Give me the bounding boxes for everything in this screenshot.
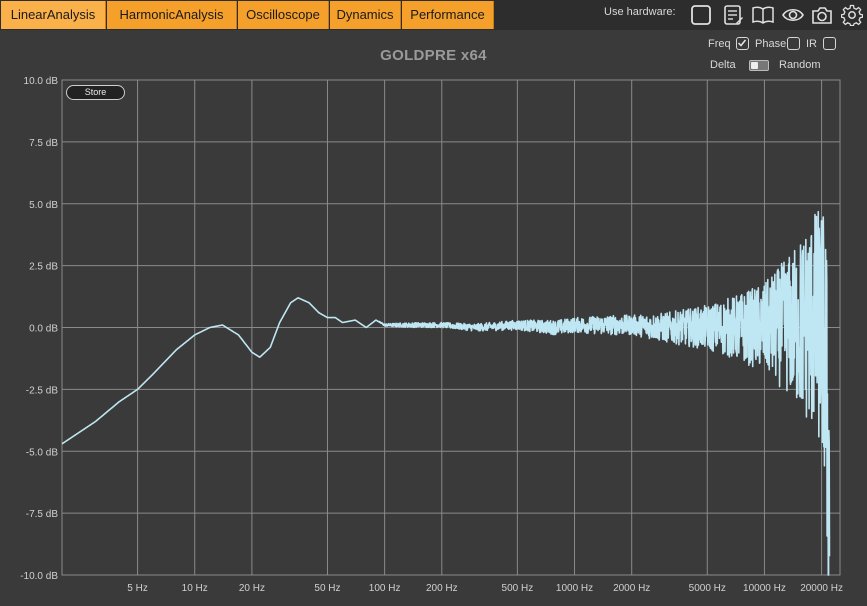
ir-label: IR [806,38,817,50]
x-tick-label: 10 Hz [182,583,208,594]
x-tick-label: 5 Hz [127,583,148,594]
tab-harmonicanalysis[interactable]: HarmonicAnalysis [107,1,237,29]
delta-random-toggle[interactable] [749,60,769,71]
x-tick-label: 200 Hz [426,583,458,594]
x-tick-label: 1000 Hz [556,583,593,594]
y-tick-label: 10.0 dB [24,76,59,87]
y-tick-label: -7.5 dB [26,509,59,520]
camera-icon[interactable] [811,4,833,26]
ir-checkbox[interactable] [823,37,836,50]
store-button[interactable]: Store [66,85,125,100]
x-tick-label: 500 Hz [502,583,534,594]
phase-label: Phase [755,38,787,50]
y-tick-label: 2.5 dB [29,262,58,273]
y-tick-label: -10.0 dB [20,571,58,582]
phase-checkbox[interactable] [787,37,800,50]
random-label: Random [779,59,821,71]
x-tick-label: 20 Hz [239,583,265,594]
x-tick-label: 20000 Hz [800,583,843,594]
use-hardware-label: Use hardware: [604,6,676,18]
notes-icon[interactable] [722,4,744,26]
square-icon[interactable] [690,4,712,26]
x-tick-label: 5000 Hz [689,583,726,594]
x-tick-label: 10000 Hz [743,583,786,594]
tab-performance[interactable]: Performance [402,1,494,29]
y-tick-label: -5.0 dB [26,447,59,458]
freq-label: Freq [708,38,731,50]
tab-dynamics[interactable]: Dynamics [330,1,401,29]
eye-icon[interactable] [782,4,804,26]
freq-checkbox[interactable] [736,37,749,50]
book-icon[interactable] [752,4,774,26]
x-tick-label: 100 Hz [369,583,401,594]
y-tick-label: 7.5 dB [29,138,58,149]
x-tick-label: 50 Hz [314,583,340,594]
gear-icon[interactable] [840,4,864,27]
tab-linearanalysis[interactable]: LinearAnalysis [1,1,106,29]
x-tick-label: 2000 Hz [613,583,650,594]
toggle-knob [751,62,758,69]
chart-title: GOLDPRE x64 [380,47,487,64]
tab-oscilloscope[interactable]: Oscilloscope [238,1,329,29]
y-tick-label: 5.0 dB [29,200,58,211]
delta-label: Delta [710,59,736,71]
response-curve [61,210,831,576]
y-tick-label: -2.5 dB [26,385,59,396]
y-tick-label: 0.0 dB [29,324,58,335]
